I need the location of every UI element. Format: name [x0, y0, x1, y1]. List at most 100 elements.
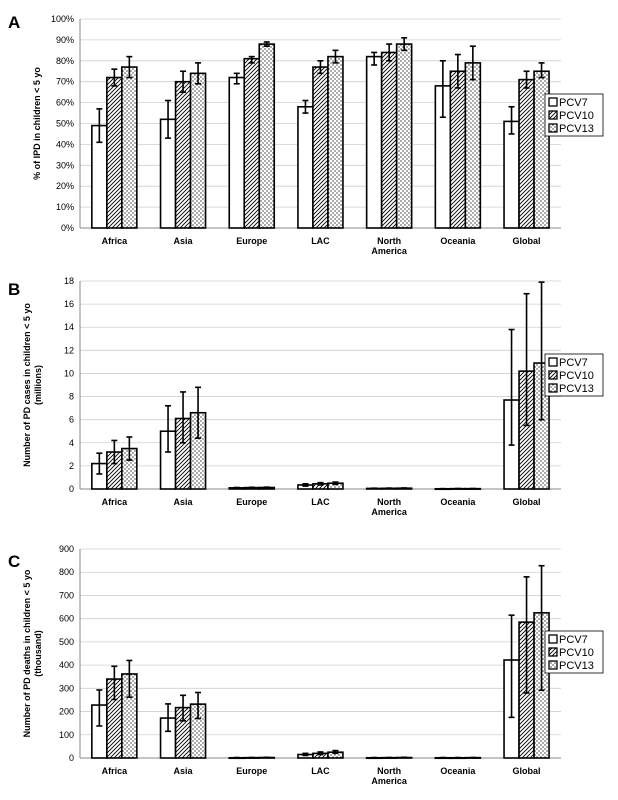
- legend-label: PCV13: [559, 123, 594, 135]
- x-tick-label: America: [371, 507, 408, 517]
- bar-pcv10: [518, 78, 535, 229]
- legend-label: PCV7: [559, 634, 588, 646]
- legend-label: PCV7: [559, 97, 588, 109]
- legend-swatch-pcv7: [548, 97, 558, 107]
- y-tick-label: 900: [59, 544, 74, 554]
- chart-panel-b: B 0 2 4 6 8 10 12 14 16 18 Number of PD cases in ch…: [8, 276, 604, 517]
- x-tick-label: Global: [513, 236, 541, 246]
- x-tick-label: North: [377, 497, 401, 507]
- y-tick-label: 10: [64, 368, 74, 378]
- y-tick-label: 200: [59, 707, 74, 717]
- y-tick-label: 100: [59, 730, 74, 740]
- legend-label: PCV10: [559, 110, 594, 122]
- chart-panel-a: A 0% 10% 20% 30% 40% 50% 60% 70% 80% 90% 100% % of I…: [8, 13, 604, 256]
- bar-pcv10: [312, 66, 329, 229]
- x-tick-label: North: [377, 236, 401, 246]
- legend-swatch-pcv10: [548, 370, 558, 380]
- x-tick-label: Global: [513, 766, 541, 776]
- bar-pcv7: [503, 120, 520, 229]
- y-tick-label: 90%: [56, 35, 74, 45]
- y-tick-label: 0%: [61, 223, 74, 233]
- y-tick-label: 50%: [56, 119, 74, 129]
- legend-label: PCV13: [559, 383, 594, 395]
- panel-label: A: [8, 13, 20, 32]
- y-tick-label: 60%: [56, 98, 74, 108]
- y-tick-label: 10%: [56, 202, 74, 212]
- y-tick-label: 500: [59, 637, 74, 647]
- y-axis-label: % of IPD in children < 5 yo: [32, 67, 42, 180]
- legend-swatch-pcv10: [548, 647, 558, 657]
- y-tick-label: 70%: [56, 77, 74, 87]
- y-axis-label: (thousand): [33, 630, 43, 677]
- y-axis-label: (millions): [33, 365, 43, 405]
- x-tick-label: Oceania: [440, 497, 476, 507]
- x-tick-label: LAC: [311, 497, 330, 507]
- legend-swatch-pcv13: [548, 660, 558, 670]
- legend-label: PCV10: [559, 370, 594, 382]
- chart-panel-c: C 0 100 200 300 400 500 600 700 800 900 Number of P…: [8, 544, 604, 786]
- y-tick-label: 0: [69, 484, 74, 494]
- y-tick-label: 8: [69, 392, 74, 402]
- legend-swatch-pcv13: [548, 383, 558, 393]
- x-tick-label: Europe: [236, 236, 267, 246]
- bar-pcv7: [365, 55, 383, 229]
- y-tick-label: 600: [59, 614, 74, 624]
- y-tick-label: 100%: [51, 14, 74, 24]
- y-tick-label: 2: [69, 461, 74, 471]
- x-tick-label: Africa: [102, 236, 129, 246]
- bar-pcv13: [189, 72, 207, 229]
- y-tick-label: 800: [59, 567, 74, 577]
- x-tick-label: Asia: [174, 766, 194, 776]
- y-tick-label: 300: [59, 683, 74, 693]
- legend-swatch-pcv7: [548, 634, 558, 644]
- x-tick-label: Asia: [174, 497, 194, 507]
- x-tick-label: America: [371, 246, 408, 256]
- legend-swatch-pcv10: [548, 110, 558, 120]
- legend-label: PCV13: [559, 660, 594, 672]
- y-tick-label: 18: [64, 276, 74, 286]
- y-tick-label: 14: [64, 322, 74, 332]
- y-tick-label: 0: [69, 753, 74, 763]
- x-tick-label: LAC: [311, 766, 330, 776]
- x-tick-label: Oceania: [440, 236, 476, 246]
- bar-pcv10: [243, 57, 261, 229]
- y-axis-label: Number of PD cases in children < 5 yo: [22, 303, 32, 467]
- bar-pcv7: [297, 105, 314, 229]
- bar-pcv13: [121, 66, 138, 229]
- x-tick-label: Europe: [236, 766, 267, 776]
- bar-pcv10: [449, 70, 467, 229]
- y-tick-label: 40%: [56, 139, 74, 149]
- y-tick-label: 4: [69, 438, 74, 448]
- y-tick-label: 80%: [56, 56, 74, 66]
- y-axis-label: Number of PD deaths in children < 5 yo: [22, 569, 32, 737]
- bar-pcv13: [327, 55, 344, 229]
- bar-pcv10: [174, 80, 192, 229]
- panel-label: C: [8, 552, 20, 571]
- bar-pcv10: [380, 51, 398, 229]
- y-tick-label: 30%: [56, 160, 74, 170]
- x-tick-label: Africa: [102, 766, 129, 776]
- x-tick-label: North: [377, 766, 401, 776]
- bar-pcv7: [228, 76, 246, 229]
- x-tick-label: LAC: [311, 236, 330, 246]
- x-tick-label: Africa: [102, 497, 129, 507]
- bar-pcv13: [258, 43, 276, 229]
- bar-pcv13: [464, 62, 482, 229]
- x-tick-label: Global: [513, 497, 541, 507]
- y-tick-label: 700: [59, 590, 74, 600]
- y-tick-label: 16: [64, 299, 74, 309]
- x-tick-label: Asia: [174, 236, 194, 246]
- bar-pcv10: [106, 76, 123, 229]
- y-tick-label: 20%: [56, 181, 74, 191]
- y-tick-label: 6: [69, 415, 74, 425]
- legend-swatch-pcv7: [548, 357, 558, 367]
- panel-label: B: [8, 280, 20, 299]
- legend-swatch-pcv13: [548, 123, 558, 133]
- y-tick-label: 400: [59, 660, 74, 670]
- x-tick-label: America: [371, 776, 408, 786]
- bar-pcv13: [395, 43, 413, 229]
